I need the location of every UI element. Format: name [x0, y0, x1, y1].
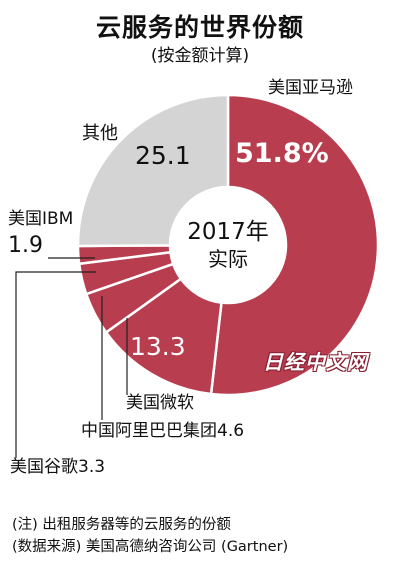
label-other: 其他 — [82, 123, 118, 144]
label-ibm: 美国IBM — [8, 209, 73, 229]
footnote: (注) 出租服务器等的云服务的份额 — [12, 517, 231, 533]
label-alibaba: 中国阿里巴巴集团4.6 — [81, 421, 244, 441]
value-label-other: 25.1 — [135, 141, 191, 170]
data-source: (数据来源) 美国高德纳咨询公司 (Gartner) — [12, 539, 289, 555]
slice-1 — [104, 277, 223, 396]
leader-line-google — [15, 271, 96, 458]
center-note-label: 实际 — [208, 247, 248, 271]
label-google: 美国谷歌3.3 — [10, 457, 105, 477]
label-amazon: 美国亚马逊 — [268, 78, 353, 98]
chart-subtitle: (按金额计算) — [150, 46, 250, 66]
watermark-logo: 日经中文网 — [263, 350, 368, 374]
chart-title: 云服务的世界份额 — [95, 13, 304, 42]
center-year-label: 2017年 — [187, 219, 269, 245]
value-label-ibm: 1.9 — [8, 233, 43, 258]
label-microsoft: 美国微软 — [126, 393, 194, 413]
value-label-amazon: 51.8% — [235, 138, 329, 169]
donut-slices — [76, 93, 380, 397]
slice-0 — [209, 93, 380, 397]
leader-lines — [15, 257, 128, 458]
slice-5 — [76, 93, 230, 248]
value-label-microsoft: 13.3 — [130, 332, 186, 361]
